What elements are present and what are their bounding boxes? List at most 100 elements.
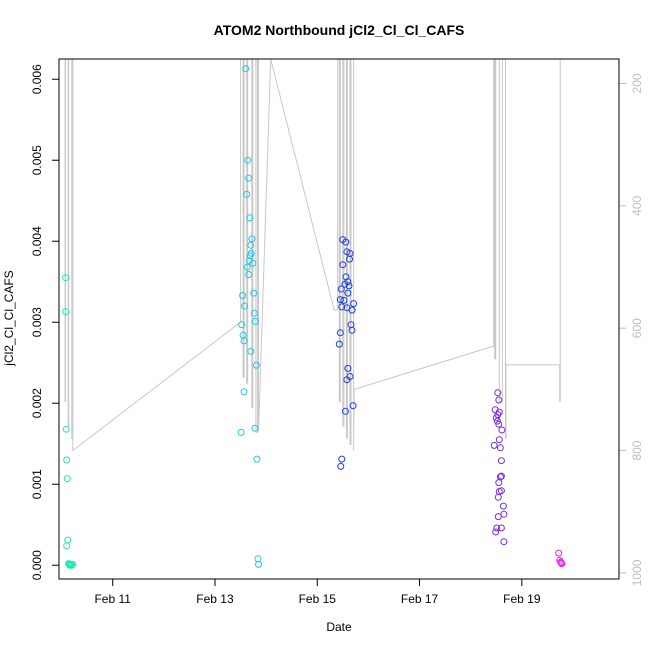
data-point [494, 411, 502, 419]
x-tick-label: Feb 11 [94, 592, 131, 606]
pressure-line-layer [64, 58, 561, 452]
data-point [247, 347, 255, 355]
data-point [62, 425, 70, 433]
data-point [337, 285, 345, 293]
data-point [336, 296, 344, 304]
data-point [246, 214, 254, 222]
data-point [247, 241, 255, 249]
data-point [240, 388, 248, 396]
data-point [252, 361, 260, 369]
data-point [63, 542, 71, 550]
data-point [337, 462, 345, 470]
data-point [346, 255, 353, 263]
pressure-line [64, 58, 561, 452]
data-point [238, 321, 246, 329]
data-point [250, 289, 258, 297]
data-point [495, 479, 503, 487]
data-point [239, 292, 247, 299]
data-point [497, 524, 505, 532]
data-point [237, 428, 245, 436]
data-point [493, 524, 501, 532]
data-point [349, 402, 357, 410]
x-tick-label: Feb 19 [503, 592, 541, 606]
data-point [495, 396, 503, 404]
data-point [245, 174, 253, 182]
data-point [64, 536, 72, 544]
data-point [348, 306, 356, 314]
data-point [242, 65, 250, 73]
x-tick-label: Feb 17 [401, 592, 439, 606]
x-axis-label: Date [326, 620, 352, 634]
data-point [494, 493, 502, 501]
data-point [341, 280, 349, 288]
data-point [245, 257, 253, 265]
x-axis: Feb 11 Feb 13 Feb 15 Feb 17 Feb 19 [94, 579, 541, 606]
chart-title: ATOM2 Northbound jCl2_Cl_Cl_CAFS [214, 22, 465, 38]
data-point [344, 364, 352, 372]
data-point [495, 488, 503, 495]
data-point [244, 156, 252, 164]
data-point [66, 561, 74, 569]
points-layer [62, 65, 566, 569]
data-point [494, 389, 502, 397]
data-point [495, 420, 503, 428]
data-point [348, 326, 356, 334]
y-tick-label: 0.002 [30, 388, 44, 418]
data-point [555, 549, 563, 557]
data-point [490, 441, 498, 449]
data-point [498, 426, 506, 434]
y-tick-label: 0.001 [30, 469, 44, 499]
data-point [493, 417, 501, 425]
y2-axis: 200 400 600 800 1000 [619, 73, 644, 586]
data-point [497, 457, 505, 465]
data-point [253, 455, 261, 463]
data-point [495, 436, 503, 444]
data-point [251, 317, 259, 325]
data-point [62, 308, 70, 316]
plot-frame [58, 58, 620, 580]
y-tick-label: 0.004 [30, 226, 44, 256]
data-point [492, 414, 500, 422]
y-tick-label: 0.005 [30, 145, 44, 175]
data-point [248, 235, 256, 243]
data-point [63, 456, 71, 464]
y2-tick-label: 800 [630, 440, 644, 460]
data-point [496, 444, 504, 452]
data-point [255, 560, 262, 568]
y-axis: 0.000 0.001 0.002 0.003 0.004 0.005 0.006 [30, 64, 59, 580]
y-tick-label: 0.000 [30, 550, 44, 580]
y2-tick-label: 600 [630, 318, 644, 338]
y-tick-label: 0.003 [30, 307, 44, 337]
data-point [497, 472, 505, 480]
data-point [494, 513, 502, 521]
data-point [345, 282, 353, 290]
data-point [336, 329, 344, 337]
data-point [243, 263, 251, 271]
y2-tick-label: 1000 [630, 559, 644, 586]
data-point [251, 424, 259, 432]
data-point [339, 261, 347, 269]
data-point [340, 296, 348, 304]
data-point [338, 303, 346, 311]
data-point [350, 300, 358, 308]
data-point [243, 190, 251, 198]
data-point [344, 289, 352, 297]
data-point [500, 538, 508, 546]
data-point [492, 528, 500, 536]
data-point [499, 502, 507, 510]
y2-tick-label: 200 [630, 73, 644, 93]
data-point [338, 455, 346, 463]
data-point [62, 274, 70, 282]
y-tick-label: 0.006 [30, 64, 44, 94]
data-point [500, 510, 508, 518]
data-point [246, 252, 254, 260]
data-point [341, 407, 349, 415]
data-point [343, 376, 351, 384]
y2-tick-label: 400 [630, 195, 644, 215]
data-point [245, 271, 253, 278]
data-point [241, 302, 249, 310]
data-point [558, 560, 566, 568]
data-point [342, 238, 350, 246]
x-tick-label: Feb 15 [299, 592, 337, 606]
data-point [249, 259, 257, 267]
